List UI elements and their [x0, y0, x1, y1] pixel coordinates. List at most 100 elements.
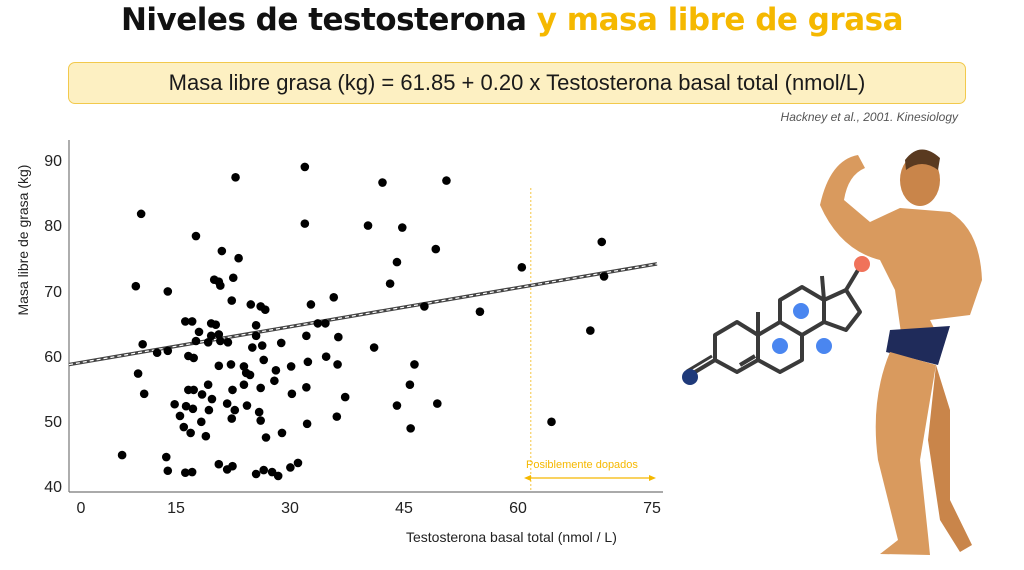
data-points	[117, 162, 609, 481]
data-point	[203, 380, 213, 389]
data-point	[392, 401, 402, 410]
data-point	[332, 412, 342, 421]
data-point	[340, 392, 350, 402]
data-point	[203, 338, 213, 347]
y-tick: 90	[44, 153, 62, 170]
data-point	[286, 463, 295, 472]
citation: Hackney et al., 2001. Kinesiology	[780, 110, 958, 124]
data-point	[333, 360, 342, 369]
y-tick: 60	[44, 349, 62, 366]
data-point	[442, 176, 451, 185]
data-point	[271, 366, 281, 375]
data-point	[248, 343, 257, 352]
data-point	[256, 383, 265, 393]
data-point	[214, 361, 224, 371]
data-point	[254, 407, 264, 417]
oxygen-atom-icon	[682, 369, 698, 385]
data-point	[270, 376, 279, 386]
x-axis-label: Testosterona basal total (nmol / L)	[406, 529, 617, 545]
regression-formula-box: Masa libre grasa (kg) = 61.85 + 0.20 x T…	[68, 62, 966, 104]
data-point	[259, 355, 269, 365]
y-tick: 70	[44, 284, 62, 301]
data-point	[188, 404, 198, 414]
data-point	[251, 469, 261, 479]
data-point	[313, 319, 323, 328]
data-point	[306, 300, 316, 309]
data-point	[139, 389, 149, 399]
y-tick: 40	[44, 479, 62, 496]
scatter-plot	[68, 140, 663, 493]
data-point	[228, 385, 237, 395]
data-point	[239, 380, 249, 389]
data-point	[227, 414, 237, 423]
data-point	[405, 380, 415, 389]
data-point	[302, 419, 312, 429]
data-point	[302, 331, 311, 341]
data-point	[189, 385, 198, 395]
data-point	[260, 305, 270, 315]
data-point	[163, 346, 173, 356]
data-point	[251, 331, 261, 341]
data-point	[214, 459, 224, 469]
data-point	[303, 357, 313, 367]
hydrogen-atom-icon	[772, 338, 788, 354]
data-point	[392, 257, 402, 267]
data-point	[175, 411, 185, 421]
data-point	[321, 352, 331, 361]
doping-range-arrow	[524, 475, 656, 481]
data-point	[475, 307, 485, 316]
data-point	[599, 272, 609, 281]
data-point	[222, 465, 232, 474]
data-point	[300, 162, 310, 172]
data-point	[138, 339, 147, 349]
data-point	[234, 253, 243, 263]
data-point	[187, 317, 197, 326]
data-point	[273, 471, 283, 481]
data-point	[321, 319, 330, 328]
data-point	[189, 353, 198, 363]
data-point	[517, 263, 527, 272]
data-point	[191, 336, 201, 346]
data-point	[223, 338, 233, 347]
data-point	[286, 362, 296, 371]
data-point	[217, 246, 227, 256]
bodybuilder-photo	[820, 149, 982, 555]
page-title: Niveles de testosterona y masa libre de …	[0, 2, 1024, 38]
data-point	[117, 450, 127, 460]
data-point	[181, 401, 191, 411]
data-point	[201, 431, 211, 441]
data-point	[300, 219, 310, 228]
data-point	[216, 336, 225, 346]
data-point	[211, 320, 221, 329]
data-point	[245, 370, 255, 380]
data-point	[136, 209, 146, 219]
hydrogen-atom-icon	[793, 303, 809, 319]
hydroxyl-atom-icon	[854, 256, 870, 272]
data-point	[406, 424, 415, 433]
data-point	[226, 360, 236, 369]
data-point	[187, 467, 197, 477]
data-point	[231, 173, 240, 182]
data-point	[378, 178, 387, 187]
data-point	[259, 465, 269, 475]
data-point	[277, 428, 287, 438]
data-point	[267, 467, 277, 477]
data-point	[410, 360, 419, 369]
x-tick: 75	[643, 500, 661, 517]
data-point	[194, 327, 204, 337]
data-point	[133, 369, 143, 378]
data-point	[363, 221, 373, 230]
data-point	[186, 428, 195, 438]
data-point	[152, 348, 162, 358]
testosterone-molecule-icon	[682, 256, 870, 385]
data-point	[161, 452, 171, 462]
data-point	[196, 417, 206, 427]
data-point	[228, 273, 238, 283]
data-point	[242, 401, 252, 410]
data-point	[191, 231, 201, 241]
data-point	[204, 405, 214, 415]
x-tick: 45	[395, 500, 413, 517]
y-tick: 50	[44, 414, 62, 431]
x-tick: 15	[167, 500, 185, 517]
y-tick: 80	[44, 218, 62, 235]
